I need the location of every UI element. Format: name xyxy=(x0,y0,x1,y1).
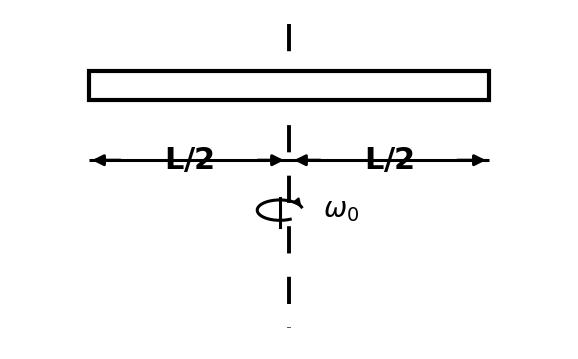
Text: $\mathbf{L/2}$: $\mathbf{L/2}$ xyxy=(364,145,414,176)
Text: $\omega_0$: $\omega_0$ xyxy=(323,197,360,224)
Bar xyxy=(90,71,488,100)
Text: $\mathbf{L/2}$: $\mathbf{L/2}$ xyxy=(164,145,214,176)
